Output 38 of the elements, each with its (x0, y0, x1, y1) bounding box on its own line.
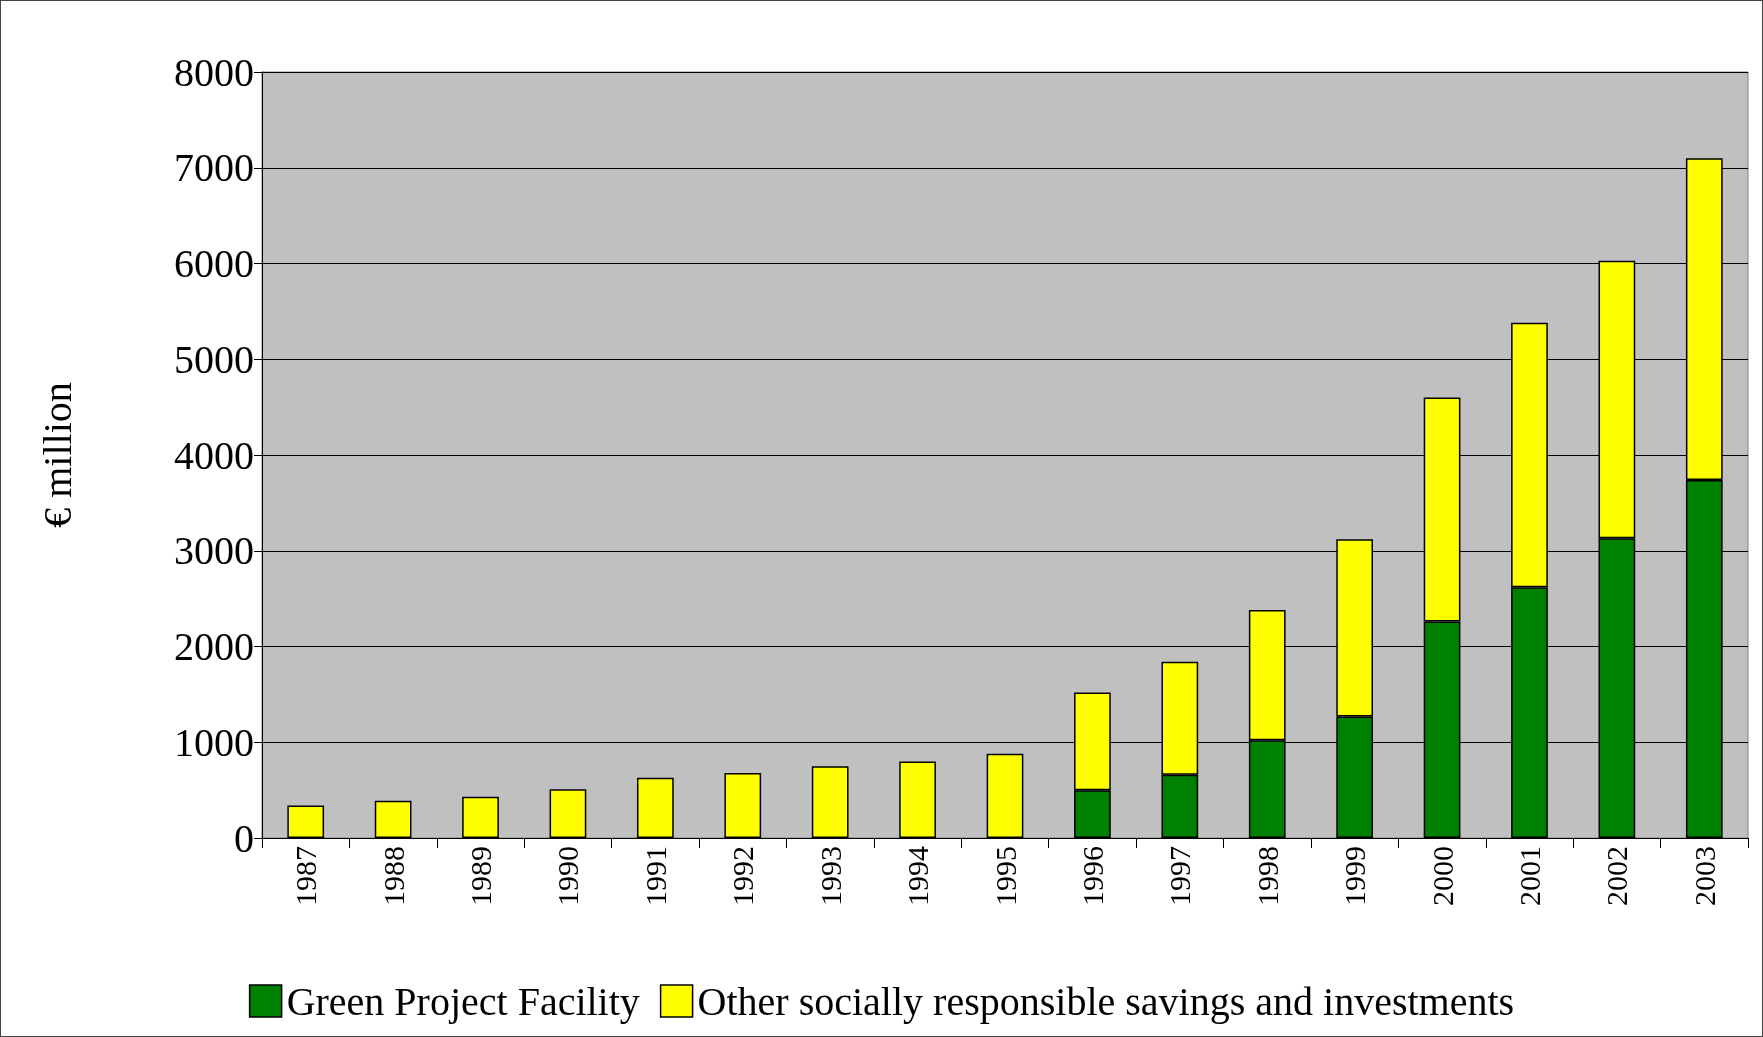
x-tick-label: 1994 (901, 846, 935, 906)
x-tick-label: 1993 (813, 846, 847, 906)
y-tick-label: 8000 (174, 49, 254, 95)
y-axis-title: € million (34, 382, 80, 528)
x-tick-label: 1987 (289, 846, 323, 906)
x-tick-label: 2001 (1512, 846, 1546, 906)
y-tick-label: 2000 (174, 624, 254, 669)
x-tick-label: 2003 (1687, 846, 1721, 906)
bar (549, 789, 587, 838)
x-tick-label: 1995 (988, 846, 1022, 906)
bar (899, 761, 936, 838)
y-tick-label: 5000 (174, 336, 254, 382)
y-tick-label: 6000 (174, 241, 254, 286)
x-tick-label: 1992 (726, 846, 760, 906)
x-tick-label: 2000 (1425, 846, 1459, 906)
y-tick-label: 0 (234, 815, 254, 861)
bar (374, 800, 412, 838)
bar (724, 772, 762, 838)
x-tick-label: 2002 (1600, 846, 1634, 906)
bar (462, 796, 499, 838)
x-tick-label: 1999 (1338, 846, 1372, 906)
bar (811, 766, 849, 838)
x-tick-label: 1988 (376, 846, 410, 906)
x-tick-label: 1991 (638, 846, 672, 906)
legend-label: Other socially responsible savings and investments (697, 978, 1515, 1024)
bar (986, 753, 1024, 838)
x-tick-label: 1990 (551, 846, 585, 906)
x-tick-label: 1989 (464, 846, 498, 906)
legend-label: Green Project Facility (286, 978, 640, 1024)
x-tick-label: 1997 (1163, 846, 1197, 906)
y-tick-label: 1000 (174, 719, 254, 765)
y-tick-label: 7000 (174, 145, 254, 191)
bar (637, 777, 674, 838)
bar (287, 805, 325, 838)
x-tick-label: 1998 (1250, 846, 1284, 906)
x-tick-label: 1996 (1075, 846, 1109, 906)
y-tick-label: 4000 (174, 432, 254, 478)
y-tick-label: 3000 (174, 528, 254, 574)
